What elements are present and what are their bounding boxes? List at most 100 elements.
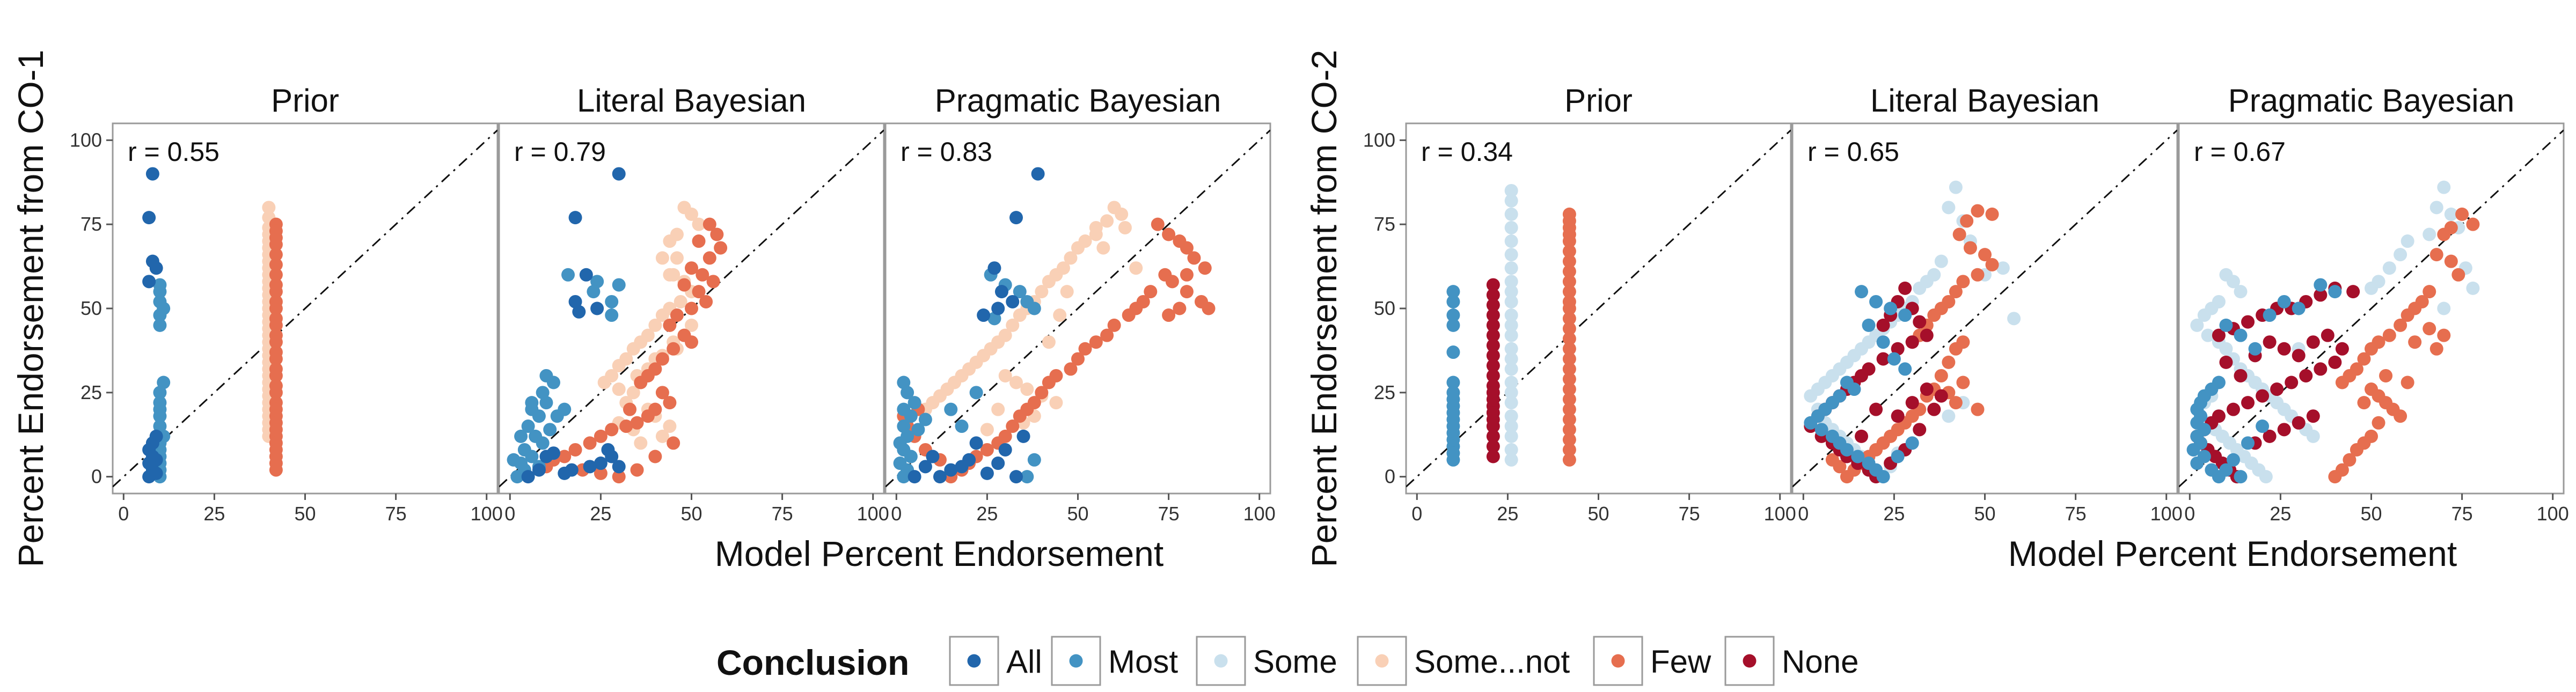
- point-few: [696, 268, 709, 282]
- panel-pragmatic-bayesian: Pragmatic Bayesian r = 0.67 0 25 50 75 100: [2178, 83, 2569, 525]
- point-some-not: [1096, 241, 1110, 255]
- point-most: [605, 308, 619, 322]
- point-some-not: [998, 369, 1012, 382]
- point-some-not: [1053, 308, 1067, 322]
- point-none: [2299, 369, 2313, 382]
- point-few: [1971, 268, 1985, 282]
- point-few: [1562, 453, 1576, 467]
- point-none: [1486, 328, 1500, 342]
- point-some: [2423, 227, 2436, 241]
- point-few: [1180, 241, 1194, 255]
- point-some: [1504, 453, 1518, 467]
- point-some: [1504, 234, 1518, 248]
- point-most: [536, 386, 550, 400]
- point-none: [1913, 315, 1927, 329]
- point-some-not: [1071, 241, 1085, 255]
- point-most: [2256, 419, 2270, 433]
- point-most: [1814, 423, 1828, 437]
- point-most: [2219, 318, 2233, 332]
- point-none: [1486, 308, 1500, 322]
- point-none: [1486, 318, 1500, 332]
- data-points: [507, 167, 728, 484]
- point-few: [630, 416, 644, 430]
- correlation-label: r = 0.83: [901, 137, 992, 167]
- point-some: [1504, 429, 1518, 443]
- point-most: [904, 409, 918, 423]
- point-few: [1562, 322, 1576, 336]
- point-most: [1884, 301, 1898, 315]
- point-all: [944, 463, 958, 477]
- point-few: [630, 463, 644, 477]
- point-all: [980, 466, 994, 480]
- point-some-not: [1042, 335, 1056, 349]
- point-some: [1504, 386, 1518, 400]
- point-most: [1446, 453, 1460, 467]
- point-few: [2394, 318, 2407, 332]
- x-tick-label: 100: [1243, 503, 1276, 525]
- data-points: [1804, 180, 2021, 484]
- point-most: [1446, 376, 1460, 389]
- point-none: [2306, 409, 2320, 423]
- legend-item-some: Some: [1196, 636, 1337, 686]
- point-none: [1486, 298, 1500, 312]
- x-tick-label: 75: [2065, 503, 2087, 525]
- point-some: [2466, 281, 2480, 295]
- point-none: [1855, 429, 1869, 443]
- point-all: [583, 460, 597, 474]
- point-few: [2357, 396, 2371, 410]
- panel-literal-bayesian: Literal Bayesian r = 0.65 0 25 50 75 100: [1791, 83, 2183, 525]
- y-axis-label: Percent Endorsement from CO-1: [11, 50, 50, 568]
- point-few: [1985, 257, 1999, 271]
- point-few: [1562, 285, 1576, 299]
- point-most: [153, 318, 167, 332]
- point-few: [1562, 372, 1576, 386]
- point-some: [1504, 183, 1518, 197]
- point-some-not: [1042, 275, 1056, 289]
- point-some: [1504, 362, 1518, 376]
- point-some: [2259, 470, 2273, 484]
- point-none: [1905, 335, 1919, 349]
- point-most: [2263, 308, 2277, 322]
- point-few: [1042, 376, 1056, 389]
- point-few: [2401, 308, 2414, 322]
- point-some-not: [663, 268, 677, 282]
- point-none: [2219, 355, 2233, 369]
- point-none: [2314, 362, 2328, 376]
- point-few: [1078, 342, 1092, 356]
- point-most: [543, 423, 557, 437]
- point-few: [670, 308, 684, 322]
- point-most: [2292, 301, 2306, 315]
- point-all: [149, 261, 163, 275]
- point-most: [987, 312, 1001, 326]
- point-few: [1165, 275, 1179, 289]
- point-few: [1562, 402, 1576, 416]
- point-some: [1504, 443, 1518, 457]
- point-most: [944, 402, 958, 416]
- point-most: [532, 409, 546, 423]
- panel-title: Prior: [271, 83, 339, 119]
- point-few: [1562, 312, 1576, 326]
- point-few: [634, 376, 648, 389]
- point-some: [1504, 396, 1518, 410]
- point-some-not: [626, 386, 640, 400]
- point-some: [1996, 261, 2010, 275]
- point-most: [153, 285, 167, 299]
- point-few: [1942, 355, 1956, 369]
- point-most: [510, 470, 524, 484]
- point-some-not: [655, 251, 669, 265]
- legend-swatch: [1743, 654, 1757, 668]
- legend-item-some-not: Some...not: [1357, 636, 1570, 686]
- point-few: [1934, 369, 1948, 382]
- point-most: [1869, 295, 1883, 308]
- point-some-not: [634, 436, 648, 450]
- point-most: [587, 285, 601, 299]
- point-all: [1031, 167, 1045, 181]
- point-none: [1905, 396, 1919, 410]
- legend-label: Most: [1108, 644, 1178, 680]
- point-all: [565, 463, 579, 477]
- x-tick-label: 100: [2150, 503, 2183, 525]
- point-none: [1486, 359, 1500, 373]
- point-few: [1927, 308, 1941, 322]
- point-some-not: [612, 359, 626, 373]
- point-most: [2226, 453, 2240, 467]
